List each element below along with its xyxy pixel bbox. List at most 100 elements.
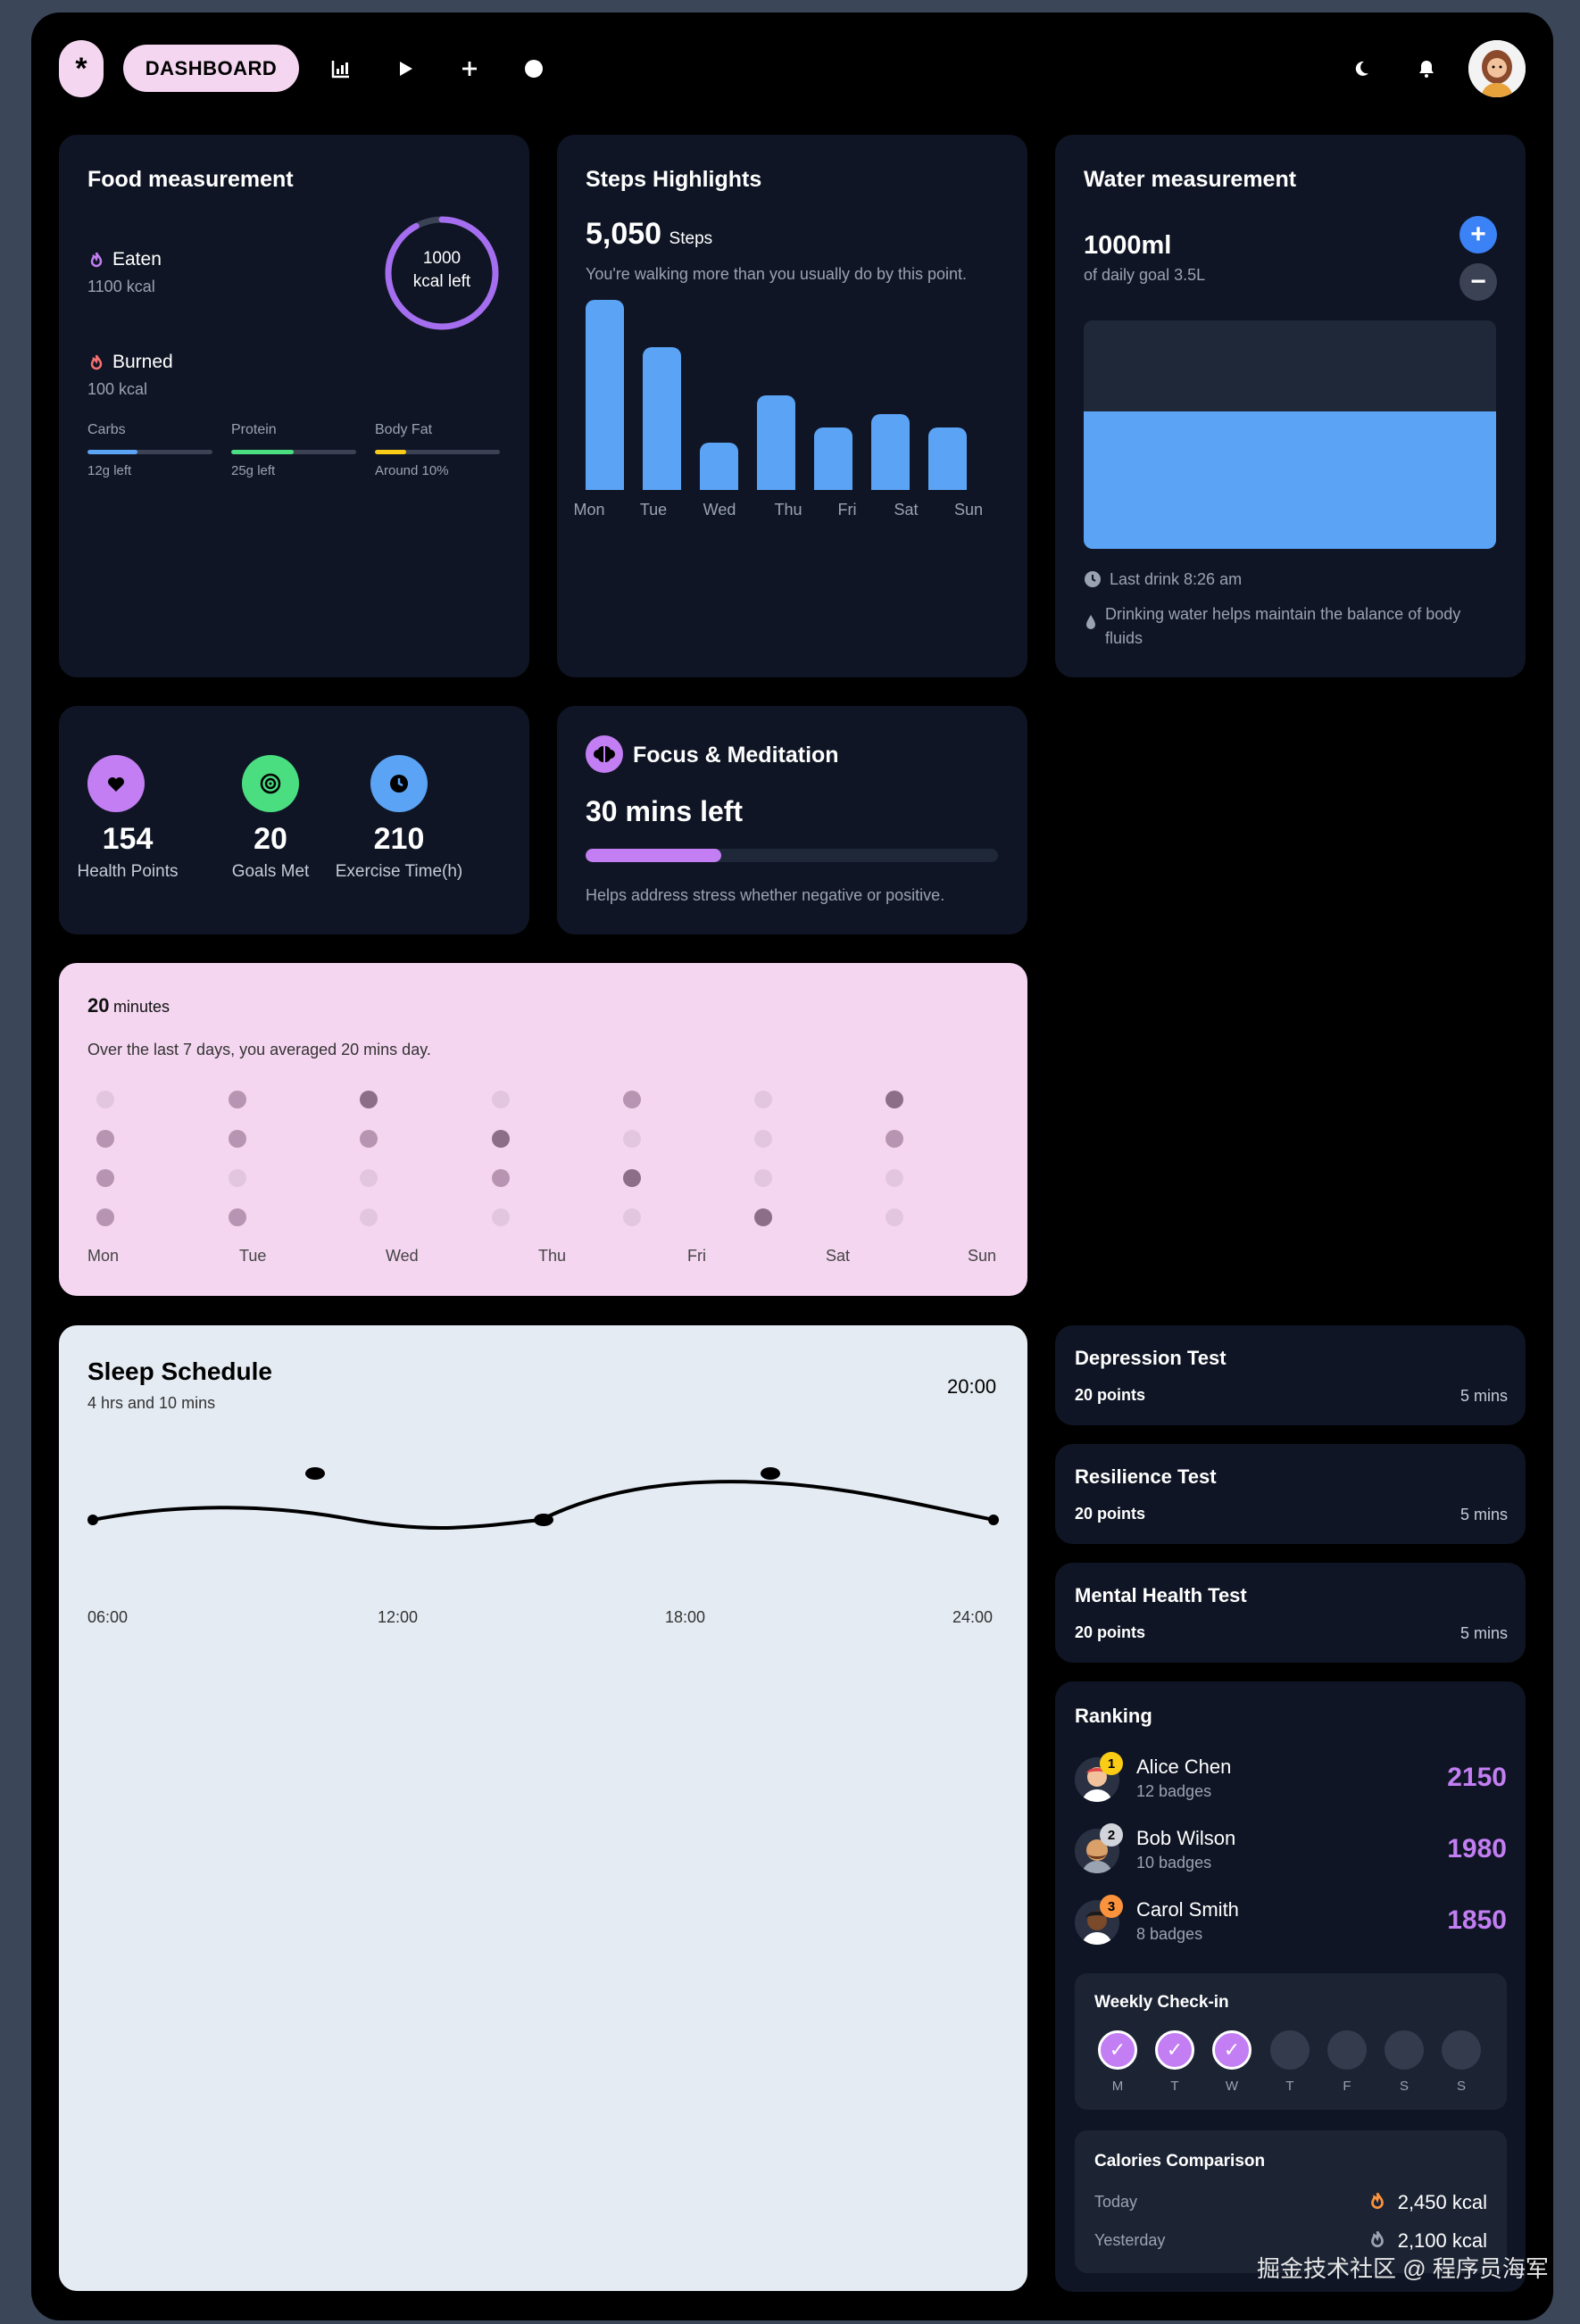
checkin-day-label: S: [1456, 2079, 1466, 2094]
test-card-mental-health[interactable]: Mental Health Test 20 points 5 mins: [1055, 1563, 1526, 1663]
water-goal: of daily goal 3.5L: [1084, 266, 1206, 284]
sleep-x-label: 12:00: [378, 1608, 419, 1626]
logo-button[interactable]: *: [59, 40, 104, 97]
checkin-day-label: M: [1111, 2079, 1124, 2094]
ring-value: 1000: [422, 249, 462, 268]
rank-badge: 2: [1100, 1823, 1123, 1847]
calories-comparison-card: Calories Comparison Today 2,450 kcal Yes…: [1075, 2130, 1507, 2273]
calories-title: Calories Comparison: [1094, 2152, 1266, 2170]
macro-note: 12g left: [87, 463, 132, 478]
bar-chart-icon[interactable]: [323, 51, 359, 87]
water-level-fill: [1084, 411, 1496, 549]
dashboard-button[interactable]: DASHBOARD: [123, 45, 299, 92]
moon-icon[interactable]: [1343, 51, 1378, 87]
activity-dot: [96, 1169, 114, 1187]
macro-fill: [87, 450, 137, 454]
minutes-day-label: Thu: [538, 1247, 567, 1265]
macro-bar: [231, 450, 356, 454]
minutes-value-row: 20 minutes: [87, 994, 170, 1017]
checkin-day-label: W: [1225, 2079, 1239, 2094]
plus-icon[interactable]: [452, 51, 487, 87]
minutes-day-label: Wed: [386, 1247, 419, 1265]
macro-bar: [375, 450, 500, 454]
ring-unit: kcal left: [412, 272, 471, 291]
activity-dot: [623, 1169, 641, 1187]
activity-dot: [886, 1208, 903, 1226]
burned-value: 100 kcal: [87, 380, 148, 398]
checkin-day-toggle[interactable]: [1385, 2030, 1424, 2070]
last-drink: Last drink 8:26 am: [1110, 570, 1243, 588]
steps-bar: [643, 347, 681, 490]
minutes-description: Over the last 7 days, you averaged 20 mi…: [87, 1041, 431, 1058]
macro-body-fat: Body Fat Around 10%: [375, 422, 500, 478]
exercise-time-label: Exercise Time(h): [335, 862, 463, 881]
health-points-value: 154: [102, 822, 154, 856]
ranking-card: Ranking 1 Alice Chen 12 badges 2150 2 Bo…: [1055, 1681, 1526, 2292]
activity-dot: [754, 1130, 772, 1148]
food-title: Food measurement: [87, 167, 294, 192]
checkin-day-toggle[interactable]: [1270, 2030, 1310, 2070]
checkin-day-toggle[interactable]: [1442, 2030, 1481, 2070]
activity-dot: [360, 1130, 378, 1148]
macro-carbs: Carbs 12g left: [87, 422, 212, 478]
rank-name: Alice Chen: [1136, 1755, 1232, 1778]
activity-dot: [229, 1130, 246, 1148]
rank-score: 2150: [1447, 1763, 1507, 1792]
activity-dot: [886, 1169, 903, 1187]
minutes-day-label: Sat: [826, 1247, 851, 1265]
ranking-entry[interactable]: 2 Bob Wilson 10 badges 1980: [1075, 1820, 1507, 1882]
activity-dot: [492, 1091, 510, 1108]
minutes-unit: minutes: [112, 998, 170, 1016]
macro-protein: Protein 25g left: [231, 422, 356, 478]
play-icon[interactable]: [387, 51, 423, 87]
sleep-title: Sleep Schedule: [87, 1357, 272, 1385]
checkin-day-toggle[interactable]: ✓: [1098, 2030, 1137, 2070]
ranking-entry[interactable]: 3 Carol Smith 8 badges 1850: [1075, 1891, 1507, 1954]
test-card-depression[interactable]: Depression Test 20 points 5 mins: [1055, 1325, 1526, 1425]
exercise-time-value: 210: [373, 822, 425, 856]
rank-score: 1980: [1447, 1834, 1507, 1863]
test-duration: 5 mins: [1459, 1387, 1508, 1405]
activity-dot: [754, 1091, 772, 1108]
calories-label: Yesterday: [1094, 2231, 1166, 2249]
checkin-day-toggle[interactable]: [1327, 2030, 1367, 2070]
focus-progress-bar: [586, 849, 998, 862]
rank-badges: 10 badges: [1136, 1854, 1212, 1872]
activity-dot: [623, 1091, 641, 1108]
flame-icon: [1368, 2191, 1387, 2211]
rank-badges: 8 badges: [1136, 1925, 1203, 1943]
test-duration: 5 mins: [1459, 1624, 1508, 1642]
focus-value: 30 mins left: [586, 795, 744, 827]
test-card-resilience[interactable]: Resilience Test 20 points 5 mins: [1055, 1444, 1526, 1544]
activity-dot: [492, 1130, 510, 1148]
health-points-label: Health Points: [77, 862, 179, 881]
flame-icon: [87, 353, 105, 371]
add-water-button[interactable]: +: [1459, 216, 1497, 253]
activity-dot: [229, 1208, 246, 1226]
user-avatar[interactable]: [1468, 40, 1526, 97]
checkin-day-label: T: [1285, 2079, 1294, 2094]
checkin-day-toggle[interactable]: ✓: [1155, 2030, 1194, 2070]
steps-bar: [757, 394, 795, 490]
checkin-day-toggle[interactable]: ✓: [1212, 2030, 1252, 2070]
checkin-day-label: S: [1399, 2079, 1409, 2094]
macro-fill: [375, 450, 406, 454]
remove-water-button[interactable]: −: [1459, 263, 1497, 301]
flame-icon: [1368, 2229, 1387, 2249]
checkin-days: ✓ M ✓ T ✓ W T F S S: [1075, 2030, 1507, 2102]
activity-dot: [96, 1208, 114, 1226]
minutes-day-label: Mon: [87, 1247, 120, 1265]
steps-bar: [586, 300, 624, 490]
ranking-entry[interactable]: 1 Alice Chen 12 badges 2150: [1075, 1748, 1507, 1811]
focus-description: Helps address stress whether negative or…: [586, 886, 945, 904]
steps-bar: [814, 427, 852, 490]
steps-day-label: Mon: [573, 501, 605, 519]
minutes-card: 20 minutes Over the last 7 days, you ave…: [59, 963, 1027, 1296]
bell-icon[interactable]: [1409, 51, 1444, 87]
test-title: Resilience Test: [1075, 1465, 1217, 1488]
heart-icon: [87, 755, 145, 812]
test-points: 20 points: [1075, 1505, 1146, 1523]
sleep-x-label: 24:00: [952, 1608, 994, 1626]
droplet-icon: [1084, 613, 1102, 631]
circle-icon[interactable]: [516, 51, 552, 87]
